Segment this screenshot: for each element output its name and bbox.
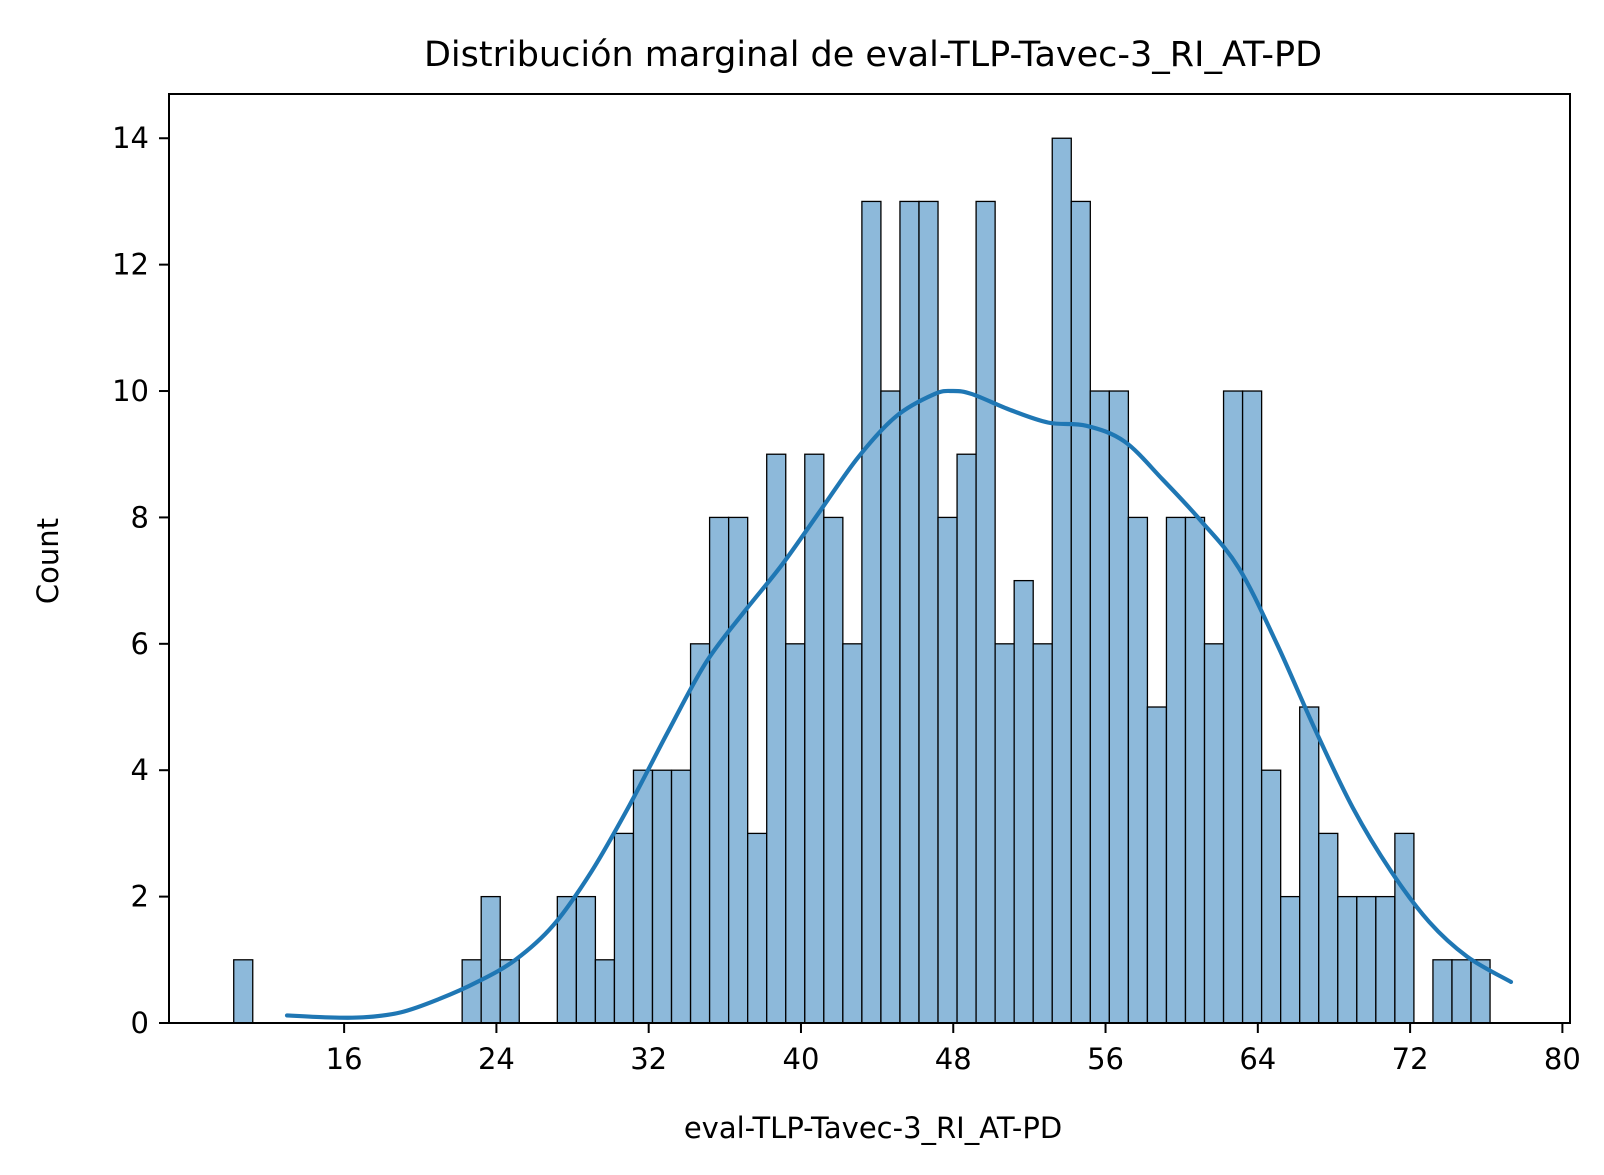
histogram-bar [956, 453, 977, 1024]
histogram-bar [1108, 390, 1130, 1024]
histogram-bar [613, 832, 635, 1024]
x-tick-label: 48 [935, 1042, 972, 1076]
x-axis-label: eval-TLP-Tavec-3_RI_AT-PD [684, 1111, 1062, 1145]
histogram-bar [1013, 579, 1034, 1024]
histogram-bar [1451, 959, 1472, 1024]
y-tick-label: 6 [131, 627, 149, 661]
histogram-bar [233, 959, 254, 1024]
histogram-bar [975, 200, 996, 1024]
y-tick-label: 12 [112, 248, 149, 282]
histogram-bar [1260, 769, 1282, 1024]
histogram-bar [1051, 137, 1072, 1024]
histogram-bar [785, 643, 806, 1024]
x-axis-ticks: 16 24 32 40 48 56 64 72 80 [326, 1023, 1581, 1076]
histogram-bar [823, 516, 844, 1024]
histogram-bar [804, 453, 825, 1024]
histogram-bar [1203, 643, 1225, 1024]
histogram-bar [670, 769, 692, 1024]
histogram-bar [689, 643, 711, 1024]
histogram-bar [918, 200, 939, 1024]
histogram-bar [1127, 516, 1149, 1024]
chart-title: Distribución marginal de eval-TLP-Tavec-… [424, 35, 1322, 75]
histogram-bar [632, 769, 654, 1024]
histogram-bar [1299, 706, 1320, 1024]
x-tick-label: 56 [1087, 1042, 1124, 1076]
x-tick-label: 16 [326, 1042, 363, 1076]
histogram-bar [1241, 390, 1263, 1024]
histogram-bar [480, 895, 501, 1024]
y-tick-label: 10 [112, 374, 149, 408]
histogram-bar [461, 959, 482, 1024]
histogram-bar [880, 390, 901, 1024]
histogram-bar [1184, 516, 1206, 1024]
y-tick-label: 2 [131, 880, 149, 914]
histogram-bar [1318, 832, 1339, 1024]
histogram-bars [233, 137, 1491, 1024]
histogram-bar [1089, 390, 1110, 1024]
histogram-bar [899, 200, 920, 1024]
plot-frame [168, 93, 1571, 1024]
x-tick-label: 24 [478, 1042, 515, 1076]
y-tick-label: 8 [131, 500, 149, 534]
histogram-bar [994, 643, 1015, 1024]
histogram-bar [1222, 390, 1244, 1024]
histogram-bar [1394, 832, 1415, 1024]
histogram-bar [1432, 959, 1453, 1024]
histogram-bar [937, 516, 958, 1024]
y-axis-ticks: 0 2 4 6 8 10 12 14 [112, 121, 169, 1040]
x-tick-label: 80 [1544, 1042, 1581, 1076]
y-tick-label: 4 [131, 753, 149, 787]
x-tick-label: 32 [630, 1042, 667, 1076]
histogram-bar [1146, 706, 1168, 1024]
histogram-bar [594, 959, 616, 1024]
histogram-bar [1032, 643, 1053, 1024]
histogram-bar [575, 895, 597, 1024]
histogram-bar [1375, 895, 1396, 1024]
histogram-bar [861, 200, 882, 1024]
kde-curve [284, 388, 1514, 1020]
histogram-bar [651, 769, 673, 1024]
y-tick-label: 0 [131, 1006, 149, 1040]
histogram-bar [747, 832, 768, 1024]
histogram-bar [842, 643, 863, 1024]
histogram-bar [766, 453, 787, 1024]
x-tick-label: 40 [783, 1042, 820, 1076]
histogram-bar [1070, 200, 1091, 1024]
histogram-bar [1280, 895, 1301, 1024]
histogram-bar [1356, 895, 1377, 1024]
histogram-bar [727, 516, 749, 1024]
histogram-bar [708, 516, 730, 1024]
x-tick-label: 64 [1239, 1042, 1276, 1076]
x-tick-label: 72 [1392, 1042, 1429, 1076]
histogram-bar [1337, 895, 1358, 1024]
y-axis-label: Count [31, 518, 65, 604]
y-tick-label: 14 [112, 121, 149, 155]
histogram-bar [1165, 516, 1187, 1024]
